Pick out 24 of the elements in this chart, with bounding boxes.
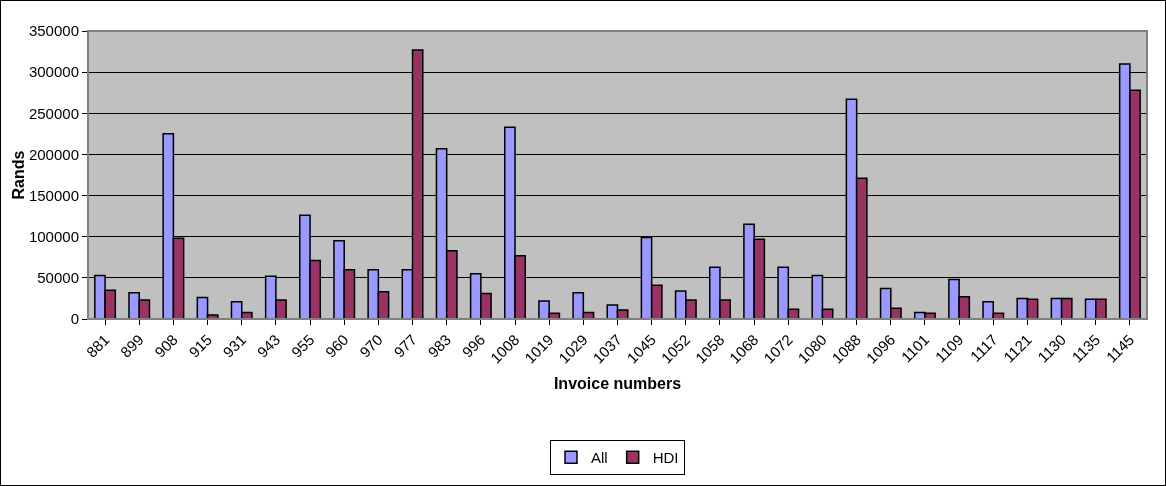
- legend-label: HDI: [652, 449, 679, 467]
- x-tick-label: 881: [82, 330, 113, 361]
- x-tick-label: 915: [185, 330, 215, 361]
- y-tick-label: 0: [70, 310, 79, 328]
- x-tick-label: 983: [424, 330, 455, 361]
- legend-label: All: [591, 449, 608, 467]
- y-tick-label: 150000: [28, 186, 79, 204]
- x-tick-label: 977: [390, 330, 420, 361]
- y-tick-label: 100000: [28, 227, 79, 245]
- x-axis-title: Invoice numbers: [553, 375, 682, 393]
- x-tick-label: 960: [321, 330, 352, 361]
- x-tick-label: 970: [356, 330, 386, 361]
- x-tick-label: 996: [458, 330, 489, 361]
- y-tick-label: 200000: [28, 145, 79, 163]
- x-tick-label: 955: [287, 330, 318, 361]
- y-tick-label: 350000: [28, 22, 79, 40]
- y-tick-label: 250000: [28, 104, 79, 122]
- x-tick-label: 943: [253, 330, 284, 361]
- y-tick-label: 300000: [28, 63, 79, 81]
- y-tick-label: 50000: [37, 269, 79, 287]
- x-tick-label: 931: [219, 330, 250, 361]
- x-tick-label: 908: [151, 330, 181, 361]
- y-axis-title: Rands: [9, 150, 27, 200]
- x-tick-label: 899: [116, 330, 147, 361]
